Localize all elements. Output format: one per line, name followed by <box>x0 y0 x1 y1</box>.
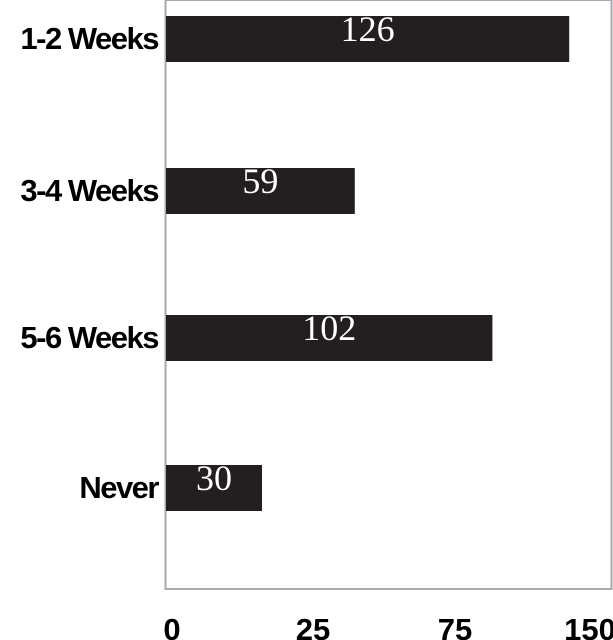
x-tick-label-25: 25 <box>296 612 330 640</box>
value-label-5-6-weeks: 102 <box>302 308 356 348</box>
bar-5-6-weeks <box>166 315 493 361</box>
category-labels: 1-2 Weeks 3-4 Weeks 5-6 Weeks Never <box>20 21 161 505</box>
value-label-3-4-weeks: 59 <box>242 161 278 201</box>
value-label-1-2-weeks: 126 <box>341 9 395 49</box>
value-label-never: 30 <box>196 458 232 498</box>
value-labels: 126 59 102 30 <box>196 9 395 498</box>
category-label-never: Never <box>79 470 159 505</box>
x-tick-label-150: 150 <box>564 612 613 640</box>
bar-never <box>166 465 262 511</box>
bars-group <box>166 16 570 511</box>
category-label-3-4-weeks: 3-4 Weeks <box>20 173 158 208</box>
bar-1-2-weeks <box>166 16 570 62</box>
bar-3-4-weeks <box>166 168 355 214</box>
plot-frame <box>164 0 613 590</box>
x-tick-labels: 0 25 75 150 <box>163 612 613 640</box>
category-label-1-2-weeks: 1-2 Weeks <box>20 21 158 56</box>
x-tick-label-75: 75 <box>438 612 472 640</box>
x-tick-label-0: 0 <box>163 612 180 640</box>
category-label-5-6-weeks: 5-6 Weeks <box>20 320 158 355</box>
